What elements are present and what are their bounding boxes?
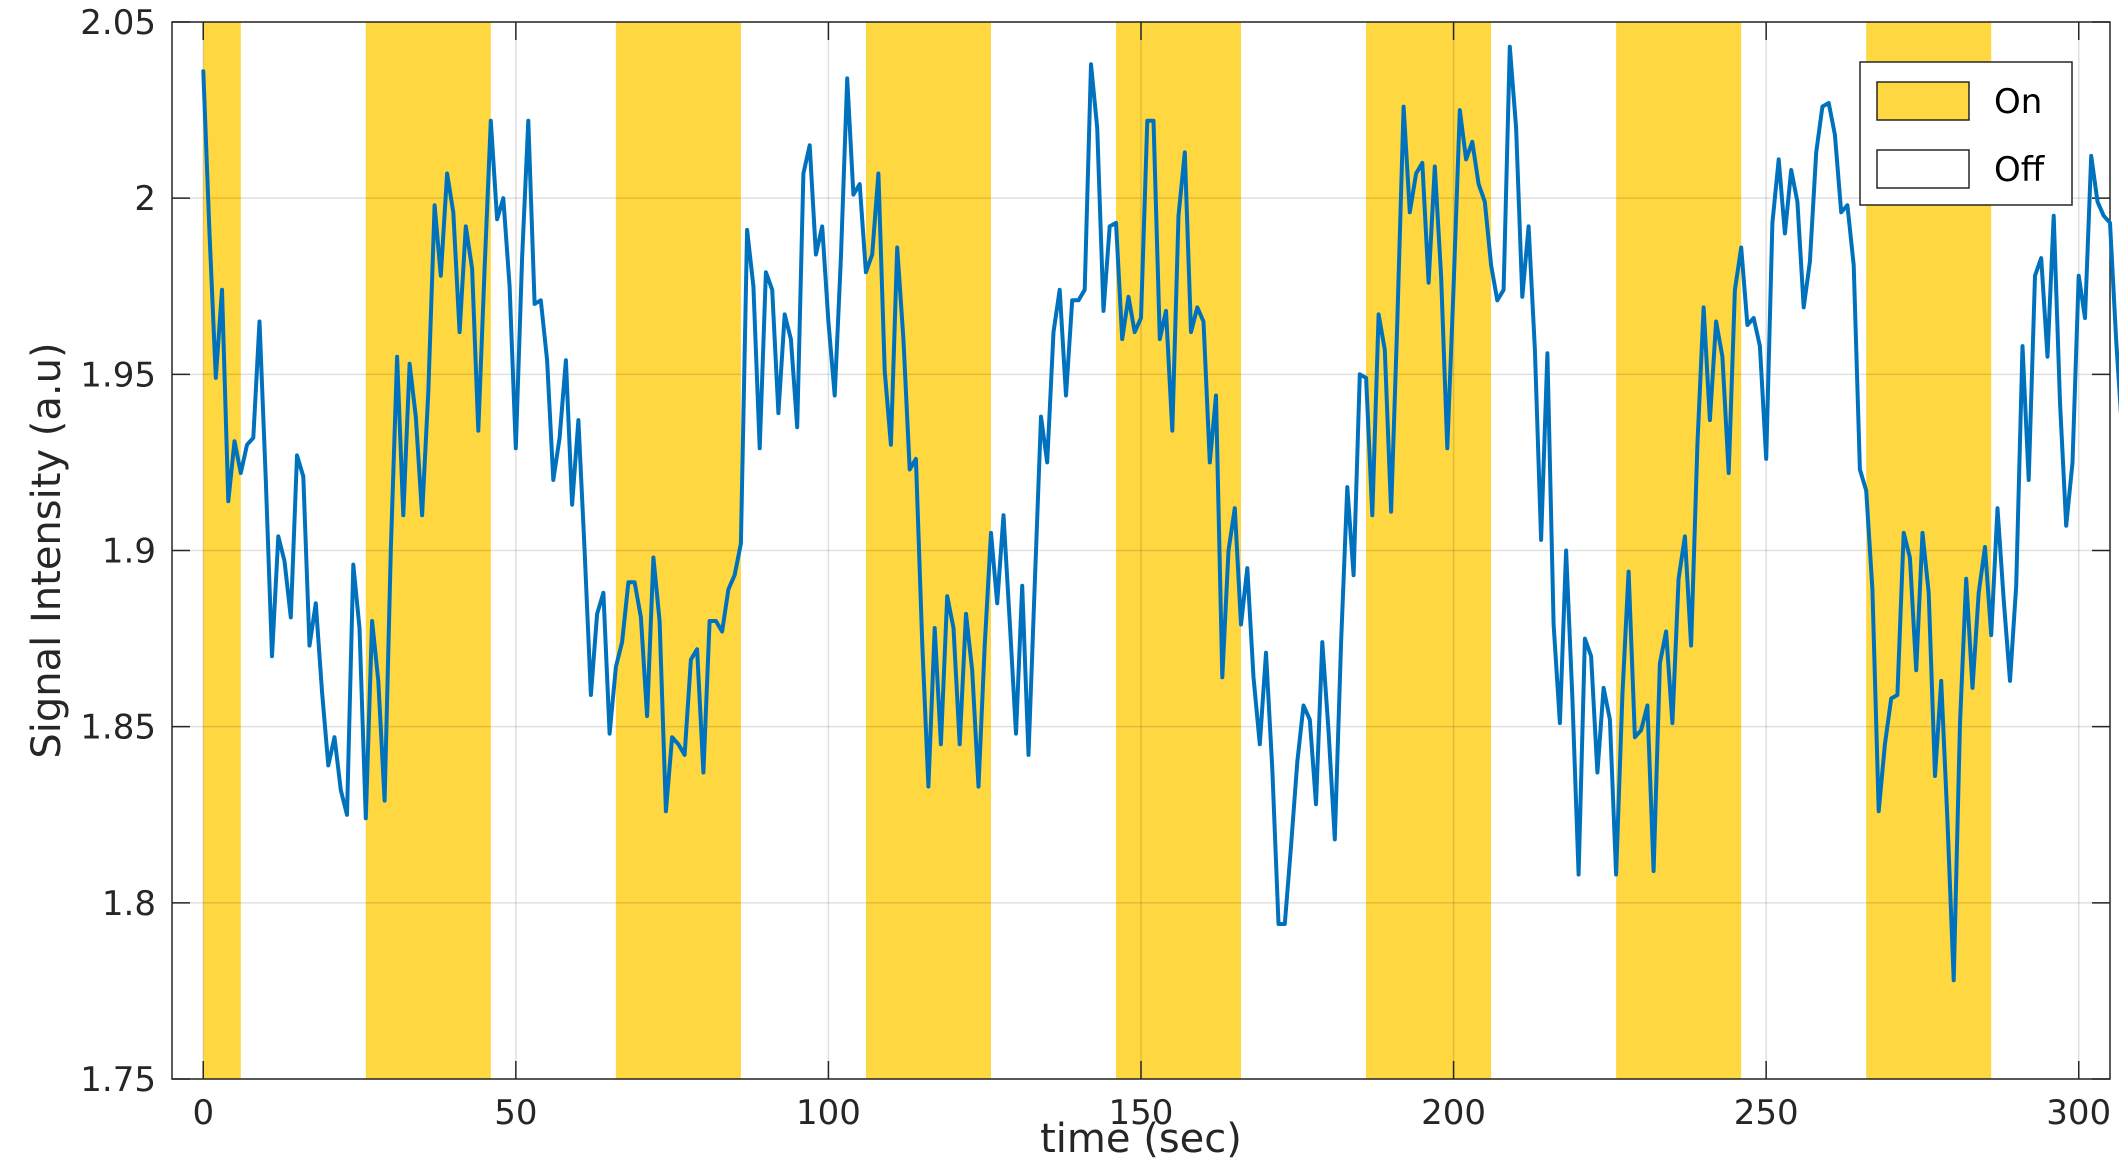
x-tick-label: 200: [1421, 1093, 1486, 1133]
x-tick-label: 100: [796, 1093, 861, 1133]
axis-ticks: 0 50 100 150 200 250 300 1.75 1.8 1.85 1.9 1.95 2 2.0…: [80, 3, 2111, 1133]
x-axis-label: time (sec): [1040, 1116, 1242, 1162]
x-tick-label: 50: [494, 1093, 537, 1133]
on-block-2: [365, 22, 491, 1079]
x-tick-label: 250: [1734, 1093, 1799, 1133]
y-tick-label: 1.8: [102, 884, 156, 924]
y-tick-label: 1.75: [80, 1060, 156, 1100]
on-block-7: [1616, 22, 1742, 1079]
on-block-6: [1366, 22, 1492, 1079]
y-tick-label: 1.95: [80, 355, 156, 395]
y-axis-label: Signal Intensity (a.u): [24, 342, 70, 758]
legend-swatch-off: [1876, 149, 1970, 189]
legend: On Off: [1859, 61, 2073, 206]
legend-label-on: On: [1994, 82, 2042, 122]
signal-series: [201, 44, 2119, 983]
legend-swatch-on: [1876, 81, 1970, 121]
y-tick-label: 2.05: [80, 3, 156, 43]
y-tick-label: 2: [134, 179, 156, 219]
series-line-1: [201, 44, 2119, 983]
y-tick-label: 1.85: [80, 708, 156, 748]
x-tick-label: 0: [192, 1093, 214, 1133]
on-block-3: [615, 22, 741, 1079]
x-tick-label: 300: [2046, 1093, 2111, 1133]
on-block-4: [865, 22, 991, 1079]
legend-label-off: Off: [1994, 150, 2046, 190]
y-tick-label: 1.9: [102, 532, 156, 572]
x-tick-label: 150: [1109, 1093, 1174, 1133]
stimulus-on-blocks: [203, 22, 1992, 1079]
